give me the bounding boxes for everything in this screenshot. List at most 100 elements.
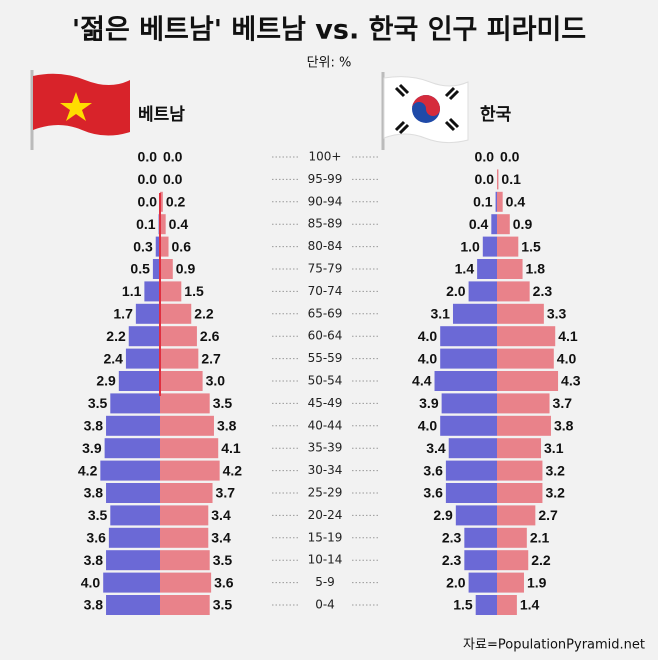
bar xyxy=(452,303,497,324)
plot: 100+ 95-99 90-94 85-89 80-84 75-79 70-74 65-69 6… xyxy=(78,149,581,615)
value-label: 2.7 xyxy=(201,350,221,366)
value-label: 2.9 xyxy=(433,507,453,523)
value-label: 4.0 xyxy=(418,328,438,344)
bar xyxy=(434,371,497,391)
chart-title: '젊은 베트남' 베트남 vs. 한국 인구 피라미드 xyxy=(72,15,586,46)
value-label: 0.0 xyxy=(500,149,520,165)
category-label: 45-49 xyxy=(308,396,343,410)
value-label: 0.0 xyxy=(138,194,158,210)
bar xyxy=(160,415,214,436)
value-label: 4.3 xyxy=(561,373,581,389)
category-label: 10-14 xyxy=(308,553,343,567)
bar xyxy=(497,214,510,235)
value-label: 4.1 xyxy=(221,440,241,456)
category-label: 60-64 xyxy=(308,329,343,343)
bar xyxy=(152,259,160,279)
bar xyxy=(160,505,209,526)
value-label: 3.2 xyxy=(545,462,565,478)
value-label: 3.8 xyxy=(84,485,104,501)
value-label: 3.5 xyxy=(88,395,108,411)
category-label: 35-39 xyxy=(308,441,343,455)
bar xyxy=(160,303,192,324)
value-label: 2.4 xyxy=(103,350,123,366)
bar xyxy=(110,393,160,414)
bar xyxy=(497,281,530,302)
bar xyxy=(108,527,160,548)
bar xyxy=(160,191,163,212)
bar xyxy=(104,438,160,459)
value-label: 1.5 xyxy=(184,283,204,299)
value-label: 3.4 xyxy=(426,440,446,456)
category-label: 80-84 xyxy=(308,239,343,253)
bar xyxy=(103,572,160,593)
bar xyxy=(497,191,503,212)
bar xyxy=(468,281,497,302)
bar xyxy=(497,259,523,279)
bar xyxy=(497,415,551,436)
bar xyxy=(100,460,160,481)
value-label: 2.1 xyxy=(530,530,550,546)
value-label: 4.2 xyxy=(78,462,98,478)
value-label: 0.9 xyxy=(176,261,196,277)
value-label: 3.6 xyxy=(86,530,106,546)
value-label: 3.8 xyxy=(84,597,104,613)
category-label: 70-74 xyxy=(308,284,343,298)
bar xyxy=(160,371,203,391)
category-label: 25-29 xyxy=(308,486,343,500)
bar xyxy=(475,595,497,615)
value-label: 3.5 xyxy=(213,552,233,568)
bar xyxy=(160,326,197,347)
bar xyxy=(497,371,559,391)
category-label: 30-34 xyxy=(308,463,343,477)
korea-flag xyxy=(381,72,469,150)
bar xyxy=(135,303,160,324)
bar xyxy=(497,460,543,481)
value-label: 3.3 xyxy=(547,306,567,322)
value-label: 0.4 xyxy=(169,216,189,232)
value-label: 0.1 xyxy=(473,194,493,210)
value-label: 2.2 xyxy=(194,306,214,322)
value-label: 0.0 xyxy=(163,171,183,187)
value-label: 1.1 xyxy=(122,283,142,299)
value-label: 4.0 xyxy=(81,574,101,590)
bar xyxy=(160,460,220,481)
bar xyxy=(497,393,550,414)
value-label: 1.4 xyxy=(520,597,540,613)
value-label: 0.2 xyxy=(166,194,186,210)
category-label: 100+ xyxy=(309,150,342,164)
value-label: 4.0 xyxy=(418,350,438,366)
unit-label: 단위: % xyxy=(307,56,352,71)
bar xyxy=(497,505,536,526)
value-label: 3.6 xyxy=(423,485,443,501)
bar xyxy=(477,259,497,279)
category-label: 50-54 xyxy=(308,374,343,388)
bar xyxy=(448,438,497,459)
bar xyxy=(106,595,160,615)
value-label: 3.4 xyxy=(211,530,231,546)
value-label: 3.6 xyxy=(423,462,443,478)
value-label: 3.8 xyxy=(84,418,104,434)
value-label: 2.3 xyxy=(442,552,462,568)
value-label: 3.1 xyxy=(544,440,564,456)
value-label: 3.9 xyxy=(82,440,102,456)
value-label: 0.0 xyxy=(475,149,495,165)
bar xyxy=(455,505,497,526)
value-label: 3.8 xyxy=(217,418,237,434)
category-label: 40-44 xyxy=(308,418,343,432)
category-label: 90-94 xyxy=(308,194,343,208)
value-label: 0.0 xyxy=(138,149,158,165)
bar xyxy=(468,572,497,593)
bar xyxy=(464,550,497,571)
bar xyxy=(144,281,160,302)
value-label: 3.2 xyxy=(545,485,565,501)
bar xyxy=(440,348,497,369)
category-label: 95-99 xyxy=(308,172,343,186)
value-label: 0.1 xyxy=(501,171,521,187)
bar xyxy=(497,348,554,369)
bar xyxy=(497,483,543,503)
value-label: 3.4 xyxy=(211,507,231,523)
panel-label: 한국 xyxy=(480,105,512,125)
value-label: 2.9 xyxy=(96,373,116,389)
value-label: 2.3 xyxy=(442,530,462,546)
value-label: 1.5 xyxy=(453,597,473,613)
